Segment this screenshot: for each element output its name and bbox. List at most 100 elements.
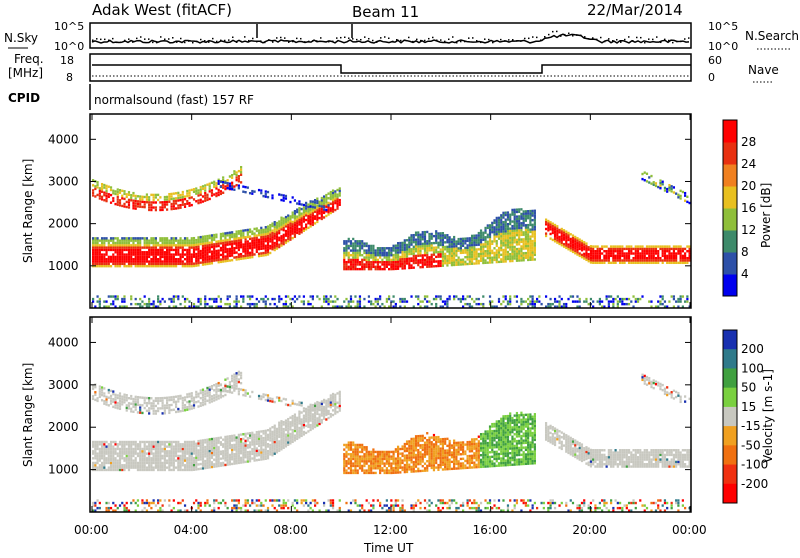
p-cell bbox=[489, 250, 491, 252]
p-cell bbox=[278, 295, 280, 297]
p-cell bbox=[110, 249, 112, 251]
p-cell bbox=[491, 300, 493, 302]
p-cell bbox=[480, 241, 482, 243]
p-cell bbox=[105, 237, 107, 239]
p-cell bbox=[164, 198, 166, 200]
v-cell bbox=[206, 502, 208, 504]
p-cell bbox=[155, 251, 157, 253]
p-cell bbox=[588, 253, 590, 255]
v-cell bbox=[135, 450, 137, 452]
v-cell bbox=[112, 450, 114, 452]
v-cell bbox=[220, 457, 222, 459]
p-cell bbox=[227, 179, 229, 181]
v-cell bbox=[218, 384, 220, 386]
p-cell bbox=[94, 242, 96, 244]
p-cell bbox=[343, 256, 345, 258]
p-cell bbox=[392, 256, 394, 258]
v-cell bbox=[184, 464, 186, 466]
v-cell bbox=[92, 395, 94, 397]
p-cell bbox=[141, 253, 143, 255]
p-cell bbox=[404, 260, 406, 262]
nsearch-point bbox=[332, 41, 334, 43]
v-cell bbox=[155, 412, 157, 414]
nsearch-point bbox=[236, 41, 238, 43]
p-cell bbox=[599, 250, 601, 252]
p-cell bbox=[92, 192, 94, 194]
p-cell bbox=[520, 227, 522, 229]
p-cell bbox=[610, 250, 612, 252]
p-cell bbox=[668, 189, 670, 191]
p-cell bbox=[301, 300, 303, 302]
p-cell bbox=[289, 298, 291, 300]
p-cell bbox=[155, 249, 157, 251]
p-cell bbox=[271, 232, 273, 234]
p-cell bbox=[384, 252, 386, 254]
v-cell bbox=[184, 445, 186, 447]
p-cell bbox=[345, 263, 347, 265]
v-cell bbox=[211, 440, 213, 442]
p-cell bbox=[370, 300, 372, 302]
p-cell bbox=[435, 303, 437, 305]
p-cell bbox=[352, 268, 354, 270]
v-cell bbox=[110, 462, 112, 464]
p-cell bbox=[462, 252, 464, 254]
p-cell bbox=[592, 259, 594, 261]
p-cell bbox=[274, 223, 276, 225]
p-cell bbox=[359, 295, 361, 297]
v-cell bbox=[155, 441, 157, 443]
p-cell bbox=[195, 257, 197, 259]
p-cell bbox=[220, 258, 222, 260]
p-cell bbox=[525, 231, 527, 233]
p-cell bbox=[428, 240, 430, 242]
p-cell bbox=[162, 256, 164, 258]
p-cell bbox=[301, 217, 303, 219]
p-cell bbox=[424, 233, 426, 235]
power-colorbar-swatch bbox=[723, 274, 737, 297]
p-cell bbox=[278, 298, 280, 300]
v-cell bbox=[157, 443, 159, 445]
p-cell bbox=[413, 266, 415, 268]
p-cell bbox=[103, 244, 105, 246]
p-cell bbox=[354, 263, 356, 265]
p-cell bbox=[343, 252, 345, 254]
p-cell bbox=[94, 256, 96, 258]
p-cell bbox=[119, 199, 121, 201]
p-cell bbox=[242, 246, 244, 248]
p-cell bbox=[433, 298, 435, 300]
v-cell bbox=[114, 404, 116, 406]
p-cell bbox=[646, 173, 648, 175]
p-cell bbox=[345, 240, 347, 242]
v-cell bbox=[130, 441, 132, 443]
v-cell bbox=[148, 452, 150, 454]
p-cell bbox=[422, 266, 424, 268]
p-cell bbox=[561, 242, 563, 244]
p-cell bbox=[520, 248, 522, 250]
p-cell bbox=[680, 257, 682, 259]
v-cell bbox=[101, 399, 103, 401]
p-cell bbox=[518, 252, 520, 254]
p-cell bbox=[379, 249, 381, 251]
p-cell bbox=[170, 244, 172, 246]
p-cell bbox=[534, 212, 536, 214]
p-cell bbox=[408, 262, 410, 264]
v-cell bbox=[177, 398, 179, 400]
v-cell bbox=[94, 452, 96, 454]
p-cell bbox=[496, 249, 498, 251]
v-cell bbox=[96, 441, 98, 443]
p-cell bbox=[177, 192, 179, 194]
p-cell bbox=[489, 229, 491, 231]
v-cell bbox=[202, 394, 204, 396]
p-cell bbox=[588, 246, 590, 248]
v-cell bbox=[148, 443, 150, 445]
p-cell bbox=[653, 259, 655, 261]
p-cell bbox=[426, 231, 428, 233]
v-cell bbox=[206, 392, 208, 394]
p-cell bbox=[370, 256, 372, 258]
p-cell bbox=[269, 231, 271, 233]
p-cell bbox=[419, 261, 421, 263]
v-cell bbox=[112, 455, 114, 457]
v-cell bbox=[206, 462, 208, 464]
p-cell bbox=[417, 243, 419, 245]
v-cell bbox=[211, 385, 213, 387]
cpid-label: CPID bbox=[8, 91, 40, 105]
